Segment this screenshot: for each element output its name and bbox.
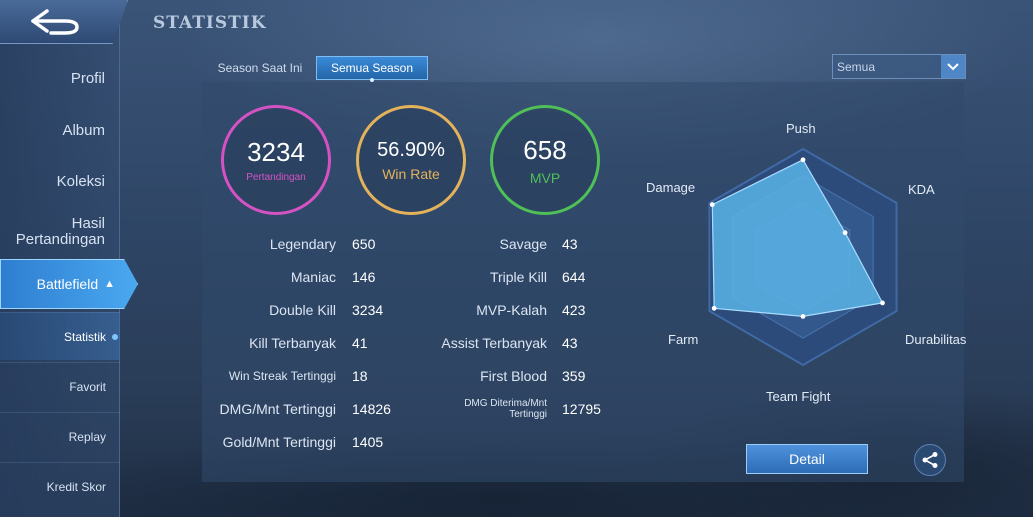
- stat-label-win-streak: Win Streak Tertinggi: [228, 369, 336, 383]
- stat-value-dmg-diterima: 12795: [562, 401, 601, 417]
- stat-label-dmg-mnt: DMG/Mnt Tertinggi: [219, 401, 336, 417]
- chevron-up-icon: ▲: [104, 278, 115, 290]
- radar-point-durabilitas: [880, 300, 885, 306]
- tab-label: Semua Season: [330, 61, 414, 75]
- stat-value-mvp-kalah: 423: [562, 302, 586, 318]
- stat-label-triple-kill: Triple Kill: [489, 269, 547, 285]
- stat-value-win-streak: 18: [352, 368, 368, 384]
- stat-label-maniac: Maniac: [290, 269, 336, 285]
- radar-chart: [708, 147, 898, 367]
- tab-indicator: [370, 78, 374, 82]
- radar-point-kda: [842, 230, 848, 236]
- stat-value-gold-mnt: 1405: [352, 434, 384, 450]
- sidebar-subitem-favorit[interactable]: Favorit: [0, 362, 120, 410]
- sidebar-item-koleksi[interactable]: Koleksi: [56, 173, 105, 190]
- matches-circle: 3234 Pertandingan: [221, 105, 331, 215]
- stat-label-assist-terbanyak: Assist Terbanyak: [441, 335, 547, 351]
- stat-value-maniac: 146: [352, 269, 376, 285]
- season-filter-dropdown[interactable]: Semua: [832, 54, 966, 79]
- sidebar-item-profil[interactable]: Profil: [70, 70, 105, 87]
- stat-value-assist-terbanyak: 43: [562, 335, 578, 351]
- mvp-circle: 658 MVP: [490, 105, 600, 215]
- stat-label-mvp-kalah: MVP-Kalah: [476, 302, 547, 318]
- win-rate-circle: 56.90% Win Rate: [356, 105, 466, 215]
- stat-value-dmg-mnt: 14826: [352, 401, 391, 417]
- back-button[interactable]: [0, 0, 128, 44]
- sidebar-item-album[interactable]: Album: [62, 122, 105, 139]
- radar-point-damage: [709, 202, 715, 208]
- radar-label-durabilitas: Durabilitas: [905, 332, 967, 347]
- sidebar-subitem-kredit-skor[interactable]: Kredit Skor: [0, 462, 120, 510]
- sidebar-subitem-replay[interactable]: Replay: [0, 412, 120, 460]
- radar-label-push: Push: [786, 121, 816, 136]
- stat-value-savage: 43: [562, 236, 578, 252]
- chevron-down-icon: [941, 55, 965, 78]
- stat-label-double-kill: Double Kill: [269, 302, 336, 318]
- radar-point-push: [800, 157, 806, 163]
- win-rate-label: Win Rate: [382, 165, 440, 182]
- sidebar-item-label: Battlefield: [36, 276, 99, 292]
- sidebar-subitem-label: Statistik: [63, 329, 106, 344]
- stat-label-first-blood: First Blood: [480, 368, 547, 384]
- stat-label-kill-terbanyak: Kill Terbanyak: [249, 335, 336, 351]
- detail-button[interactable]: Detail: [746, 444, 868, 474]
- stat-value-double-kill: 3234: [352, 302, 384, 318]
- stat-value-triple-kill: 644: [562, 269, 586, 285]
- win-rate-value: 56.90%: [377, 138, 445, 161]
- radar-point-team-fight: [800, 314, 806, 319]
- mvp-value: 658: [523, 134, 567, 165]
- sidebar-item-battlefield[interactable]: Battlefield ▲: [0, 259, 138, 309]
- radar-label-kda: KDA: [908, 182, 935, 197]
- stat-value-kill-terbanyak: 41: [352, 335, 368, 351]
- sidebar-item-hasil-pertandingan[interactable]: Hasil Pertandingan: [15, 215, 105, 248]
- active-dot-icon: [112, 333, 118, 340]
- stat-label-dmg-diterima: DMG Diterima/Mnt Tertinggi: [464, 398, 547, 420]
- sidebar-subitem-statistik[interactable]: Statistik: [0, 312, 120, 360]
- stat-value-first-blood: 359: [562, 368, 586, 384]
- share-button[interactable]: [914, 444, 946, 476]
- stat-label-gold-mnt: Gold/Mnt Tertinggi: [222, 434, 336, 450]
- radar-label-farm: Farm: [668, 332, 699, 347]
- stat-label-savage: Savage: [499, 236, 547, 252]
- dropdown-value: Semua: [837, 59, 876, 74]
- page-title: STATISTIK: [153, 13, 267, 33]
- tab-season-saat-ini[interactable]: Season Saat Ini: [217, 61, 303, 75]
- sidebar: Profil Album Koleksi Hasil Pertandingan …: [0, 0, 138, 517]
- share-icon: [922, 452, 938, 468]
- stat-value-legendary: 650: [352, 236, 376, 252]
- matches-value: 3234: [247, 137, 305, 167]
- back-arrow-icon: [30, 8, 79, 35]
- stat-label-legendary: Legendary: [269, 236, 336, 252]
- radar-label-team-fight: Team Fight: [766, 389, 831, 404]
- radar-point-farm: [711, 305, 717, 311]
- radar-label-damage: Damage: [646, 180, 696, 195]
- mvp-label: MVP: [529, 169, 561, 186]
- matches-label: Pertandingan: [246, 172, 306, 183]
- tab-semua-season[interactable]: Semua Season: [316, 56, 428, 82]
